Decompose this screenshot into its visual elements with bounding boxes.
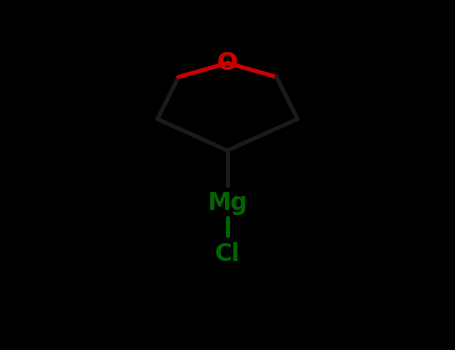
Text: Cl: Cl [215, 242, 240, 266]
Text: O: O [217, 51, 238, 75]
Text: Mg: Mg [207, 191, 248, 215]
